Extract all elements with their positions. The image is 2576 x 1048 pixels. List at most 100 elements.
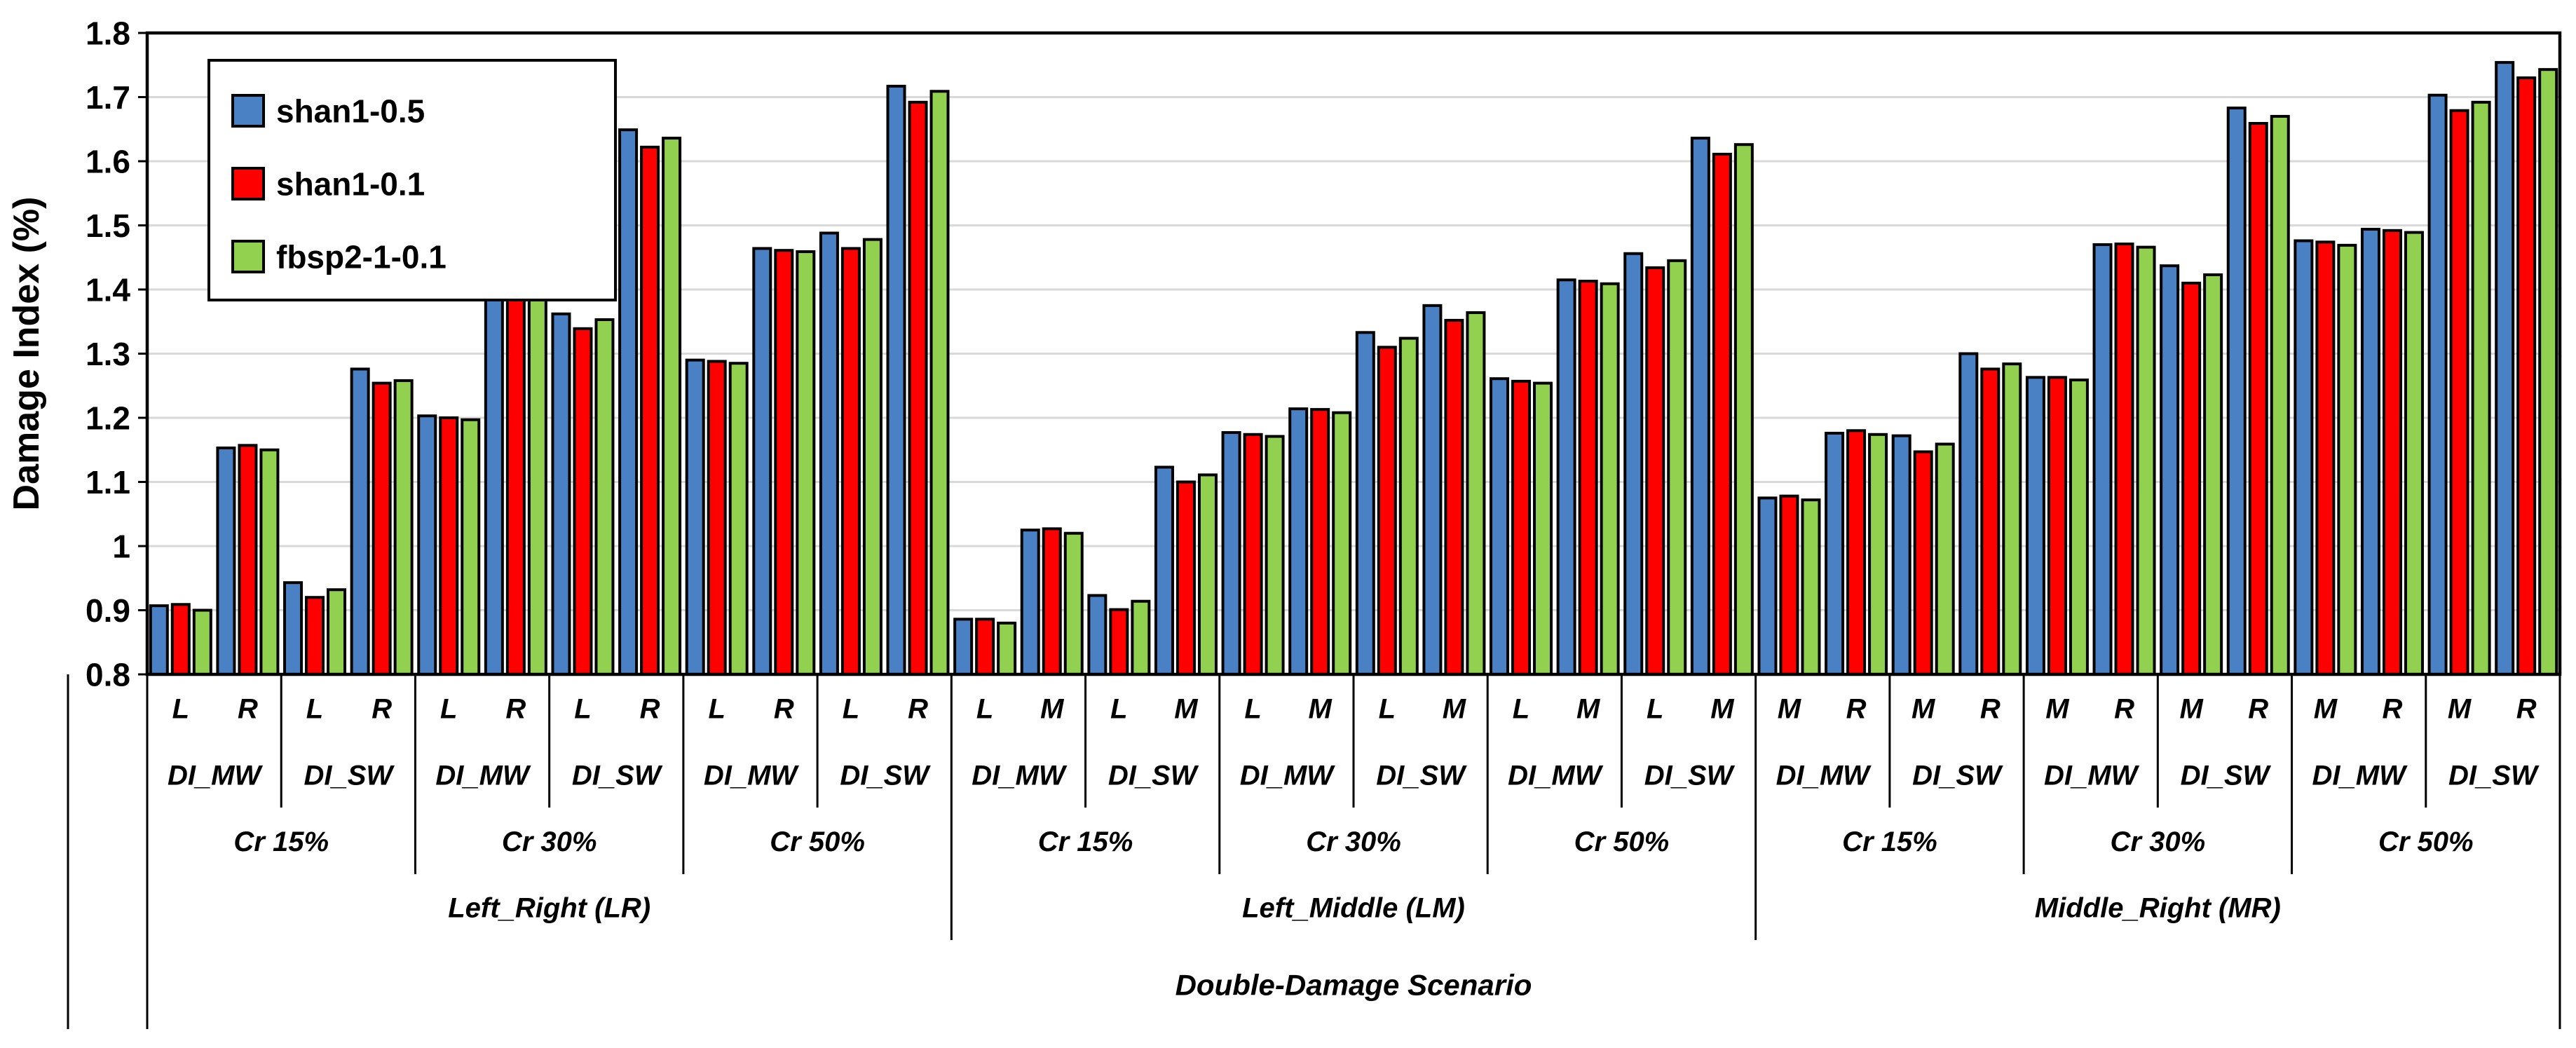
bar-fbsp2-1-0.1 <box>2002 362 2022 676</box>
bar-shan1-0.1 <box>840 247 861 676</box>
x-label-position: M <box>2448 693 2472 724</box>
x-label-di: DI_MW <box>168 760 264 791</box>
bar-fbsp2-1-0.1 <box>929 90 950 676</box>
x-label-position: R <box>908 693 928 724</box>
bar-shan1-0.5 <box>417 414 437 676</box>
legend-swatch-shan1-0.1 <box>231 167 265 200</box>
bar-shan1-0.1 <box>2315 240 2336 676</box>
x-label-cr: Cr 15% <box>233 826 329 857</box>
x-label-position: R <box>372 693 392 724</box>
bar-shan1-0.5 <box>685 358 705 676</box>
bar-shan1-0.1 <box>1712 152 1732 676</box>
x-label-position: L <box>976 693 993 724</box>
bar-fbsp2-1-0.1 <box>728 362 749 676</box>
bar-shan1-0.5 <box>350 367 370 676</box>
x-label-scenario-group: Middle_Right (MR) <box>2035 892 2281 923</box>
bar-fbsp2-1-0.1 <box>461 418 481 676</box>
bar-shan1-0.1 <box>2449 109 2469 676</box>
legend-label: shan1-0.5 <box>276 93 425 130</box>
bar-shan1-0.5 <box>1422 304 1443 676</box>
x-label-position: M <box>2179 693 2204 724</box>
bar-shan1-0.1 <box>1913 450 1933 676</box>
legend-label: fbsp2-1-0.1 <box>276 239 447 275</box>
x-label-di: DI_SW <box>304 760 395 791</box>
bar-fbsp2-1-0.1 <box>1600 282 1620 676</box>
x-label-position: R <box>1980 693 2001 724</box>
legend-swatch-fbsp2-1-0.1 <box>231 240 265 273</box>
x-label-position: M <box>1174 693 1199 724</box>
y-axis-tick-label: 0.9 <box>86 592 130 629</box>
bar-shan1-0.5 <box>1623 252 1644 676</box>
bar-shan1-0.1 <box>2248 122 2268 676</box>
bar-shan1-0.1 <box>573 327 593 676</box>
bar-shan1-0.5 <box>819 231 839 676</box>
bar-shan1-0.5 <box>2427 93 2448 676</box>
bar-shan1-0.1 <box>238 444 258 676</box>
bar-shan1-0.1 <box>2114 243 2134 676</box>
x-label-position: M <box>1040 693 1065 724</box>
bar-shan1-0.5 <box>618 128 639 676</box>
bar-shan1-0.1 <box>2382 229 2402 676</box>
bar-shan1-0.1 <box>1980 367 2001 676</box>
bar-shan1-0.5 <box>1221 431 1241 676</box>
x-label-position: L <box>1244 693 1261 724</box>
y-axis-tick-label: 1.4 <box>86 272 130 308</box>
bar-fbsp2-1-0.1 <box>1063 531 1084 676</box>
bar-fbsp2-1-0.1 <box>1466 311 1486 676</box>
bar-shan1-0.1 <box>2516 76 2537 676</box>
bar-shan1-0.5 <box>1355 331 1375 676</box>
x-label-scenario-group: Left_Middle (LM) <box>1242 892 1465 923</box>
y-axis-tick-label: 1.3 <box>86 336 130 372</box>
bar-shan1-0.5 <box>1154 465 1174 676</box>
x-label-position: L <box>1513 693 1529 724</box>
bar-shan1-0.1 <box>1779 494 1799 676</box>
x-label-cr: Cr 50% <box>770 826 865 857</box>
bar-shan1-0.1 <box>707 360 727 676</box>
x-label-di: DI_MW <box>1240 760 1336 791</box>
legend: shan1-0.5 shan1-0.1 fbsp2-1-0.1 <box>207 59 617 301</box>
legend-swatch-shan1-0.5 <box>231 94 265 128</box>
x-label-position: R <box>2383 693 2403 724</box>
x-label-position: L <box>306 693 323 724</box>
bar-shan1-0.5 <box>1958 352 1979 676</box>
legend-label: shan1-0.1 <box>276 166 425 203</box>
x-label-di: DI_SW <box>2181 760 2272 791</box>
bar-fbsp2-1-0.1 <box>1733 143 1754 676</box>
x-label-cr: Cr 50% <box>1574 826 1670 857</box>
bar-shan1-0.5 <box>1825 431 1845 676</box>
bar-fbsp2-1-0.1 <box>2538 68 2558 676</box>
bar-shan1-0.5 <box>2495 61 2515 676</box>
bar-shan1-0.5 <box>1891 434 1911 676</box>
x-label-cr: Cr 50% <box>2378 826 2474 857</box>
x-label-di: DI_SW <box>1108 760 1199 791</box>
x-label-cr: Cr 15% <box>1038 826 1133 857</box>
bar-fbsp2-1-0.1 <box>327 588 347 676</box>
bar-fbsp2-1-0.1 <box>2203 273 2223 676</box>
bar-shan1-0.1 <box>1310 408 1330 676</box>
bar-fbsp2-1-0.1 <box>862 238 882 676</box>
x-label-position: M <box>1309 693 1333 724</box>
y-axis-tick-label: 1 <box>112 529 130 565</box>
x-label-cr: Cr 30% <box>1306 826 1401 857</box>
x-label-position: R <box>2248 693 2268 724</box>
bar-fbsp2-1-0.1 <box>1801 498 1821 676</box>
bar-shan1-0.1 <box>1511 379 1532 676</box>
bar-shan1-0.1 <box>170 603 191 676</box>
bar-shan1-0.5 <box>1490 377 1510 676</box>
bar-shan1-0.1 <box>305 596 325 676</box>
bar-fbsp2-1-0.1 <box>527 265 547 676</box>
bar-shan1-0.1 <box>372 381 392 676</box>
bar-shan1-0.5 <box>1757 496 1778 676</box>
y-axis-tick-label: 1.5 <box>86 207 130 244</box>
bar-fbsp2-1-0.1 <box>2404 231 2424 676</box>
x-label-position: R <box>505 693 526 724</box>
bar-fbsp2-1-0.1 <box>1868 433 1888 676</box>
x-label-position: R <box>238 693 258 724</box>
y-axis-tick-label: 0.8 <box>86 657 130 693</box>
x-label-position: L <box>172 693 189 724</box>
bar-shan1-0.1 <box>1846 429 1867 676</box>
bar-shan1-0.1 <box>774 249 794 676</box>
bar-shan1-0.1 <box>975 618 995 676</box>
bar-shan1-0.1 <box>2181 281 2202 676</box>
